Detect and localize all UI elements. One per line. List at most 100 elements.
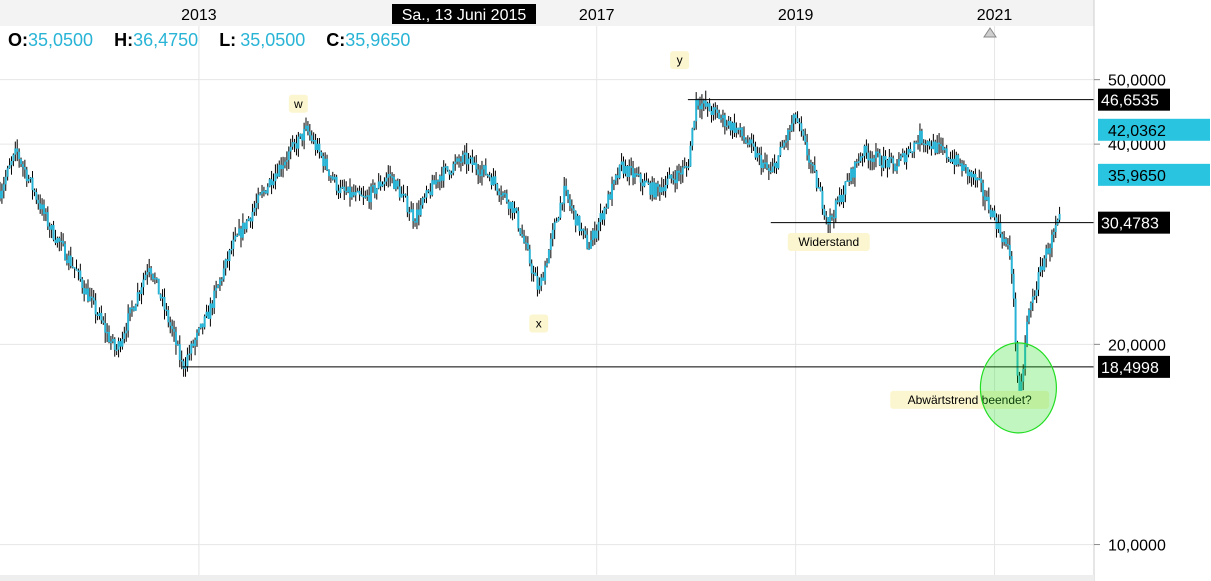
ohlc-body <box>905 154 908 163</box>
ohlc-bar <box>349 178 352 207</box>
ohlc-bar <box>578 215 581 236</box>
ohlc-body <box>781 146 784 148</box>
ohlc-bar <box>73 267 76 279</box>
ohlc-bar <box>52 220 55 242</box>
level-42-tag-label: 42,0362 <box>1108 123 1166 140</box>
ohlc-body <box>603 207 606 220</box>
ohlc-bar <box>1022 364 1025 391</box>
ohlc-body <box>142 279 145 288</box>
ohlc-bar <box>714 102 717 120</box>
ohlc-body <box>377 181 380 189</box>
ohlc-body <box>2 184 5 191</box>
scroll-up-icon[interactable] <box>983 27 997 38</box>
ohlc-bar <box>152 273 155 283</box>
highlight-circle <box>979 342 1058 434</box>
ohlc-bar <box>519 228 522 236</box>
ohlc-body <box>976 178 979 181</box>
ohlc-body <box>544 265 547 281</box>
ohlc-body <box>524 242 527 244</box>
annot-y: y <box>670 51 690 70</box>
ohlc-body <box>526 243 529 250</box>
ohlc-bar <box>656 180 659 197</box>
ohlc-body <box>917 142 920 145</box>
ohlc-bar <box>568 194 571 212</box>
ohlc-bar <box>591 228 594 247</box>
ohlc-body <box>542 277 545 281</box>
bottom-strip <box>0 575 1094 581</box>
ohlc-body <box>932 141 935 149</box>
ohlc-body <box>897 159 900 166</box>
ohlc-body <box>899 155 902 160</box>
ohlc-bar <box>968 169 971 184</box>
ohlc-bar <box>473 156 476 166</box>
ohlc-body <box>628 166 631 177</box>
ohlc-body <box>639 173 642 183</box>
ohlc-body <box>790 123 793 131</box>
ohlc-body <box>620 161 623 165</box>
ohlc-bar <box>716 104 719 118</box>
ohlc-bar <box>932 133 935 150</box>
ohlc-bar <box>676 165 679 190</box>
ohlc-bar <box>922 139 925 153</box>
ohlc-body <box>892 158 895 164</box>
ohlc-bar <box>930 140 933 156</box>
ohlc-bar <box>362 186 365 205</box>
ohlc-body <box>523 236 526 243</box>
ohlc-bar <box>142 272 145 296</box>
ohlc-bar <box>381 181 384 188</box>
ohlc-bar <box>190 340 193 361</box>
ohlc-body <box>855 161 858 164</box>
ohlc-body <box>716 109 719 113</box>
ohlc-body <box>993 210 996 218</box>
ohlc-bar <box>572 204 575 220</box>
ohlc-bar <box>62 233 65 247</box>
ohlc-bar <box>56 236 59 248</box>
ohlc-bar <box>421 196 424 209</box>
ohlc-body <box>442 166 445 181</box>
ohlc-body <box>672 178 675 181</box>
ohlc-bar <box>354 185 357 202</box>
ohlc-body <box>85 288 88 295</box>
ohlc-bar <box>767 164 770 181</box>
ohlc-body <box>785 140 788 143</box>
ohlc-body <box>6 168 9 177</box>
ohlc-bar <box>620 153 623 172</box>
ohlc-body <box>704 100 707 107</box>
ohlc-body <box>8 165 11 169</box>
ohlc-body <box>222 268 225 280</box>
ohlc-body <box>563 185 566 204</box>
ohlc-bar <box>641 178 644 196</box>
ohlc-body <box>725 125 728 128</box>
ohlc-bar <box>936 135 939 155</box>
ohlc-body <box>655 183 658 198</box>
ohlc-body <box>220 279 223 281</box>
ohlc-body <box>268 179 271 187</box>
ohlc-body <box>968 171 971 177</box>
ohlc-bar <box>452 161 455 176</box>
ohlc-bar <box>729 116 732 136</box>
ohlc-bar <box>547 248 550 264</box>
ohlc-body <box>767 168 770 171</box>
ohlc-body <box>578 215 581 232</box>
ohlc-bar <box>966 167 969 185</box>
ohlc-body <box>213 290 216 308</box>
ohlc-body <box>48 226 51 230</box>
ohlc-bar <box>249 217 252 228</box>
ohlc-bar <box>802 129 805 141</box>
ohlc-body <box>878 153 881 166</box>
ohlc-bar <box>241 213 244 241</box>
ohlc-bar <box>901 148 904 158</box>
ohlc-bar <box>238 218 241 236</box>
ohlc-bar <box>192 339 195 348</box>
price-tags-layer: 46,6535 42,0362 35,9650 30,4783 18,4998 <box>1098 88 1210 378</box>
ohlc-body <box>777 155 780 169</box>
ohlc-body <box>991 210 994 217</box>
ohlc-bar <box>526 236 529 251</box>
ohlc-body <box>425 190 428 198</box>
ohlc-bar <box>750 133 753 154</box>
ohlc-bar <box>79 263 82 282</box>
ohlc-bar <box>270 170 273 195</box>
ohlc-body <box>741 127 744 137</box>
ohlc-bar <box>534 267 537 277</box>
